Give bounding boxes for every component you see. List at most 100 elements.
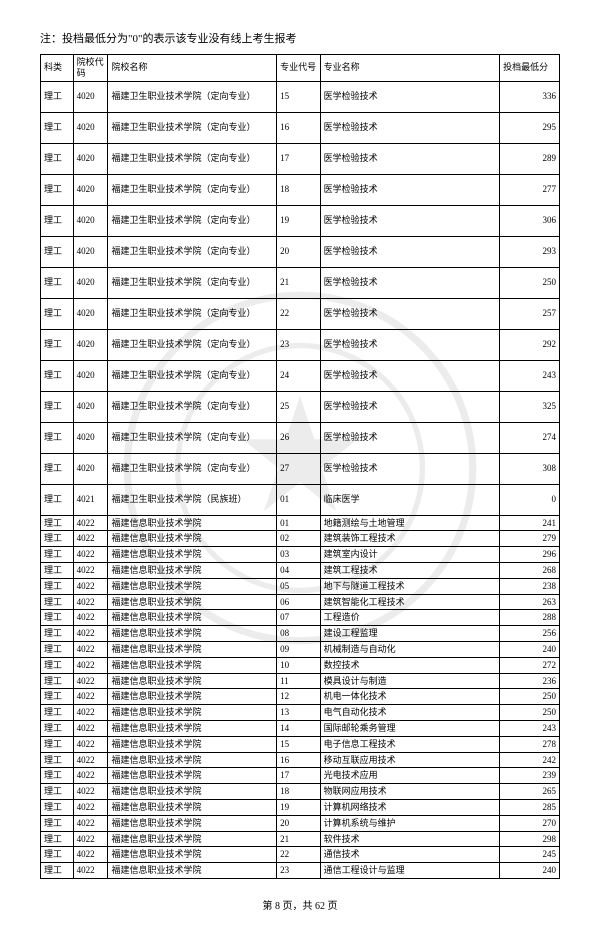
- cell-c4: 19: [277, 205, 321, 236]
- table-row: 理工4020福建卫生职业技术学院（定向专业）22医学检验技术257: [41, 298, 560, 329]
- cell-c2: 4020: [73, 81, 108, 112]
- cell-c5: 光电技术应用: [320, 768, 500, 784]
- cell-c6: 250: [500, 689, 560, 705]
- cell-c4: 15: [277, 736, 321, 752]
- cell-c2: 4020: [73, 360, 108, 391]
- cell-c4: 23: [277, 329, 321, 360]
- cell-c1: 理工: [41, 453, 74, 484]
- cell-c5: 医学检验技术: [320, 236, 500, 267]
- cell-c5: 电子信息工程技术: [320, 736, 500, 752]
- cell-c2: 4020: [73, 298, 108, 329]
- cell-c4: 20: [277, 236, 321, 267]
- cell-c2: 4022: [73, 547, 108, 563]
- cell-c4: 08: [277, 626, 321, 642]
- cell-c6: 278: [500, 736, 560, 752]
- cell-c3: 福建信息职业技术学院: [108, 657, 277, 673]
- table-row: 理工4022福建信息职业技术学院08建设工程监理256: [41, 626, 560, 642]
- cell-c2: 4022: [73, 784, 108, 800]
- table-row: 理工4022福建信息职业技术学院20计算机系统与维护270: [41, 815, 560, 831]
- cell-c1: 理工: [41, 768, 74, 784]
- table-row: 理工4021福建卫生职业技术学院（民族班）01临床医学0: [41, 484, 560, 515]
- table-row: 理工4022福建信息职业技术学院19计算机网络技术285: [41, 799, 560, 815]
- page-container: 注：投档最低分为"0"的表示该专业没有线上考生报考 科类 院校代码 院校名称 专…: [0, 0, 600, 937]
- cell-c3: 福建信息职业技术学院: [108, 562, 277, 578]
- cell-c1: 理工: [41, 422, 74, 453]
- cell-c1: 理工: [41, 81, 74, 112]
- table-row: 理工4022福建信息职业技术学院16移动互联应用技术242: [41, 752, 560, 768]
- cell-c1: 理工: [41, 736, 74, 752]
- cell-c1: 理工: [41, 236, 74, 267]
- table-row: 理工4022福建信息职业技术学院05地下与隧道工程技术238: [41, 578, 560, 594]
- cell-c2: 4022: [73, 752, 108, 768]
- cell-c6: 336: [500, 81, 560, 112]
- cell-c5: 医学检验技术: [320, 298, 500, 329]
- cell-c3: 福建信息职业技术学院: [108, 641, 277, 657]
- table-body: 理工4020福建卫生职业技术学院（定向专业）15医学检验技术336理工4020福…: [41, 81, 560, 878]
- cell-c2: 4022: [73, 847, 108, 863]
- cell-c1: 理工: [41, 815, 74, 831]
- cell-c6: 306: [500, 205, 560, 236]
- cell-c1: 理工: [41, 143, 74, 174]
- cell-c1: 理工: [41, 484, 74, 515]
- cell-c3: 福建卫生职业技术学院（定向专业）: [108, 329, 277, 360]
- table-row: 理工4020福建卫生职业技术学院（定向专业）24医学检验技术243: [41, 360, 560, 391]
- cell-c6: 292: [500, 329, 560, 360]
- cell-c1: 理工: [41, 657, 74, 673]
- cell-c2: 4020: [73, 205, 108, 236]
- cell-c3: 福建卫生职业技术学院（定向专业）: [108, 112, 277, 143]
- cell-c5: 电气自动化技术: [320, 705, 500, 721]
- cell-c6: 257: [500, 298, 560, 329]
- cell-c1: 理工: [41, 610, 74, 626]
- table-row: 理工4020福建卫生职业技术学院（定向专业）15医学检验技术336: [41, 81, 560, 112]
- cell-c3: 福建信息职业技术学院: [108, 768, 277, 784]
- cell-c3: 福建信息职业技术学院: [108, 847, 277, 863]
- cell-c4: 17: [277, 768, 321, 784]
- cell-c6: 298: [500, 831, 560, 847]
- cell-c6: 265: [500, 784, 560, 800]
- cell-c3: 福建卫生职业技术学院（定向专业）: [108, 360, 277, 391]
- cell-c3: 福建卫生职业技术学院（定向专业）: [108, 391, 277, 422]
- cell-c3: 福建卫生职业技术学院（民族班）: [108, 484, 277, 515]
- cell-c4: 13: [277, 705, 321, 721]
- cell-c3: 福建信息职业技术学院: [108, 784, 277, 800]
- cell-c6: 243: [500, 360, 560, 391]
- header-school-code: 院校代码: [73, 55, 108, 82]
- cell-c4: 26: [277, 422, 321, 453]
- cell-c2: 4022: [73, 641, 108, 657]
- cell-c6: 263: [500, 594, 560, 610]
- cell-c5: 国际邮轮乘务管理: [320, 720, 500, 736]
- cell-c3: 福建信息职业技术学院: [108, 547, 277, 563]
- cell-c5: 软件技术: [320, 831, 500, 847]
- cell-c5: 机电一体化技术: [320, 689, 500, 705]
- cell-c2: 4020: [73, 112, 108, 143]
- cell-c2: 4021: [73, 484, 108, 515]
- cell-c4: 25: [277, 391, 321, 422]
- cell-c3: 福建卫生职业技术学院（定向专业）: [108, 453, 277, 484]
- header-category: 科类: [41, 55, 74, 82]
- cell-c4: 18: [277, 784, 321, 800]
- cell-c1: 理工: [41, 531, 74, 547]
- cell-c3: 福建信息职业技术学院: [108, 689, 277, 705]
- cell-c4: 27: [277, 453, 321, 484]
- cell-c1: 理工: [41, 298, 74, 329]
- cell-c6: 250: [500, 705, 560, 721]
- cell-c4: 15: [277, 81, 321, 112]
- cell-c5: 医学检验技术: [320, 391, 500, 422]
- cell-c1: 理工: [41, 578, 74, 594]
- cell-c6: 277: [500, 174, 560, 205]
- table-row: 理工4022福建信息职业技术学院13电气自动化技术250: [41, 705, 560, 721]
- cell-c3: 福建信息职业技术学院: [108, 799, 277, 815]
- cell-c3: 福建信息职业技术学院: [108, 705, 277, 721]
- cell-c1: 理工: [41, 515, 74, 531]
- cell-c5: 医学检验技术: [320, 205, 500, 236]
- cell-c1: 理工: [41, 391, 74, 422]
- cell-c2: 4022: [73, 736, 108, 752]
- header-school-name: 院校名称: [108, 55, 277, 82]
- cell-c4: 20: [277, 815, 321, 831]
- cell-c2: 4022: [73, 831, 108, 847]
- cell-c6: 238: [500, 578, 560, 594]
- cell-c6: 325: [500, 391, 560, 422]
- cell-c3: 福建卫生职业技术学院（定向专业）: [108, 174, 277, 205]
- cell-c5: 医学检验技术: [320, 81, 500, 112]
- cell-c4: 11: [277, 673, 321, 689]
